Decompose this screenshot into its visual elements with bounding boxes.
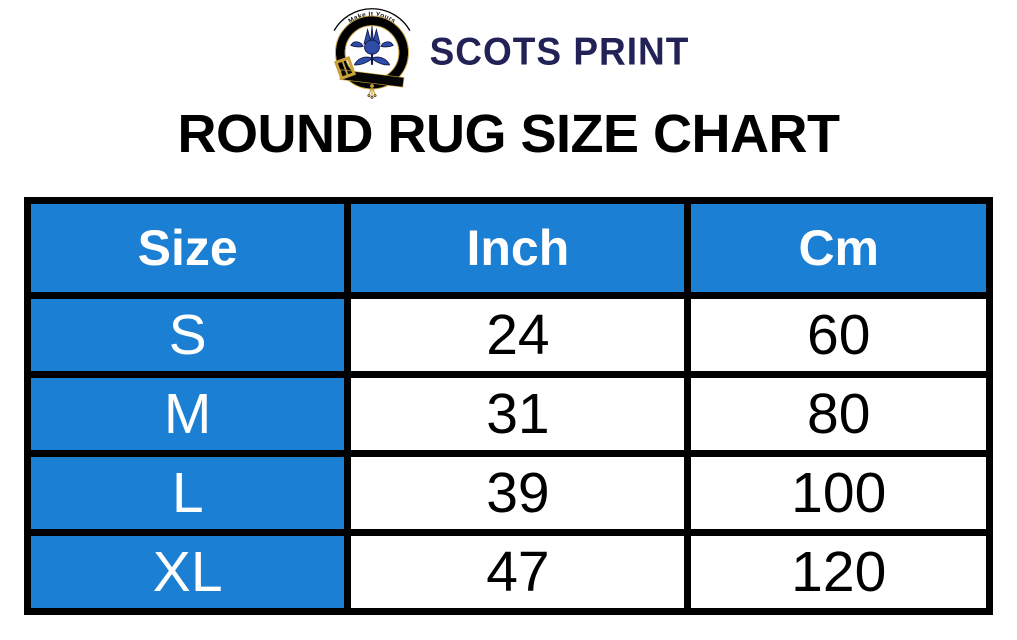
clan-badge-icon: Make It Yours xyxy=(333,7,411,99)
size-chart-table: Size Inch Cm S 24 60 M 31 80 L 39 100 XL… xyxy=(24,197,993,615)
column-header-size: Size xyxy=(31,204,345,292)
scots-print-logo: Make It Yours xyxy=(0,0,1017,99)
inch-cell: 24 xyxy=(351,299,685,371)
table-body: S 24 60 M 31 80 L 39 100 XL 47 120 xyxy=(31,299,986,608)
inch-cell: 39 xyxy=(351,457,685,529)
page-title: ROUND RUG SIZE CHART xyxy=(177,104,841,164)
table-row: L 39 100 xyxy=(31,457,986,529)
inch-cell: 47 xyxy=(351,536,685,608)
size-cell: M xyxy=(31,378,345,450)
brand-text: SCOTS PRINT xyxy=(429,29,690,73)
cm-cell: 100 xyxy=(691,457,986,529)
cm-cell: 60 xyxy=(691,299,986,371)
size-cell: S xyxy=(31,299,345,371)
size-cell: XL xyxy=(31,536,345,608)
table-row: S 24 60 xyxy=(31,299,986,371)
buckle-icon xyxy=(333,55,356,80)
tassel-icon xyxy=(367,83,377,99)
size-cell: L xyxy=(31,457,345,529)
cm-cell: 120 xyxy=(691,536,986,608)
table-row: XL 47 120 xyxy=(31,536,986,608)
thistle-icon xyxy=(349,25,394,65)
column-header-inch: Inch xyxy=(351,204,685,292)
header-row: Size Inch Cm xyxy=(31,204,986,292)
table-header: Size Inch Cm xyxy=(31,204,986,292)
inch-cell: 31 xyxy=(351,378,685,450)
column-header-cm: Cm xyxy=(691,204,986,292)
table-row: M 31 80 xyxy=(31,378,986,450)
cm-cell: 80 xyxy=(691,378,986,450)
